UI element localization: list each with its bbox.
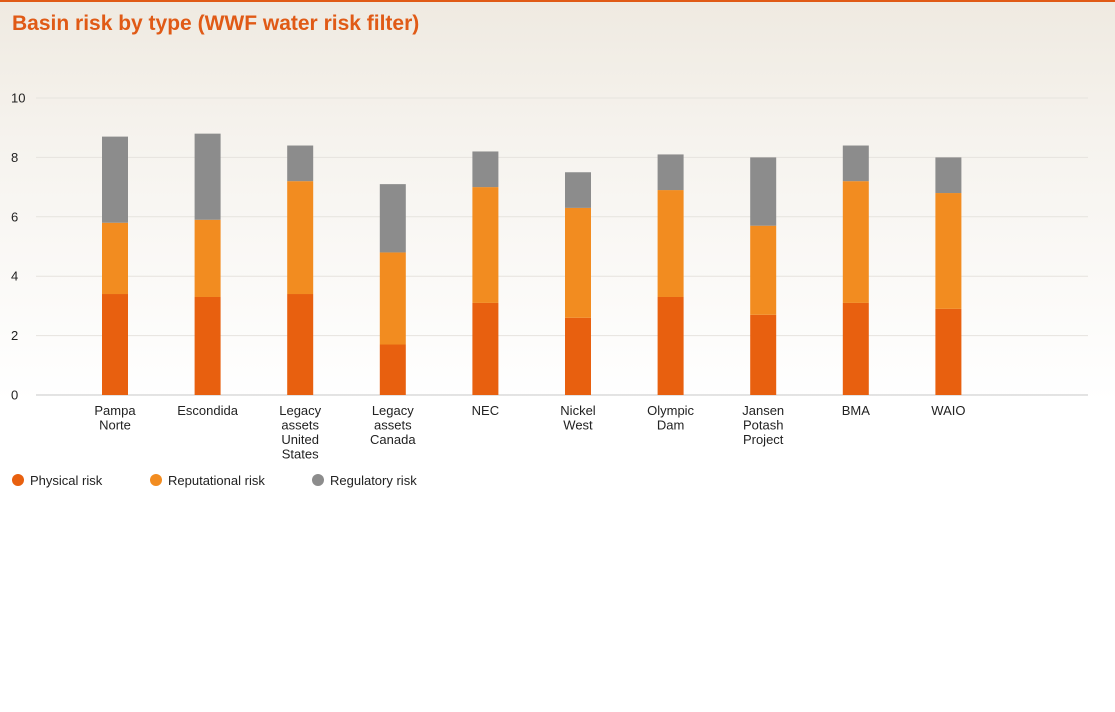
bar-segment-physical-risk	[379, 344, 406, 395]
y-tick-label: 8	[11, 150, 18, 165]
bar-segment-regulatory-risk	[194, 133, 221, 220]
bar-segment-regulatory-risk	[657, 154, 684, 191]
x-tick-label-line: NEC	[472, 403, 499, 418]
x-tick-label-line: assets	[374, 418, 412, 433]
x-tick-label-line: Potash	[743, 418, 783, 433]
bar-segment-physical-risk	[842, 302, 869, 395]
bar-segment-physical-risk	[102, 294, 128, 395]
bar-segment-regulatory-risk	[102, 136, 128, 223]
bar-segment-regulatory-risk	[287, 145, 314, 182]
bar-segment-reputational-risk	[194, 219, 221, 297]
x-tick-label-line: Dam	[657, 418, 684, 433]
legend-swatch	[312, 474, 324, 486]
bar-segment-reputational-risk	[935, 193, 962, 309]
x-tick-label: Legacy assets Canada	[370, 403, 416, 447]
legend-item: Physical risk	[12, 471, 102, 489]
x-tick-label-line: Olympic	[647, 403, 694, 418]
gridlines	[36, 97, 1088, 396]
y-axis-ticks: 0 2 4 6 8 10	[11, 91, 25, 403]
bar-segment-reputational-risk	[287, 181, 314, 295]
x-tick-label-line: WAIO	[931, 403, 965, 418]
bar-segment-reputational-risk	[379, 252, 406, 345]
x-tick-label: BMA	[842, 403, 871, 418]
x-tick-label: NEC	[472, 403, 499, 418]
x-tick-label-line: Canada	[370, 432, 416, 447]
x-tick-label: Legacy assets United States	[279, 403, 321, 462]
x-tick-label: Jansen Potash Project	[742, 403, 784, 447]
x-tick-label-line: BMA	[842, 403, 871, 418]
legend-label: Physical risk	[30, 472, 103, 488]
x-tick-label-line: Norte	[99, 418, 131, 433]
bar-segment-reputational-risk	[842, 181, 869, 303]
x-tick-label-line: Pampa	[94, 403, 136, 418]
x-tick-label-line: Nickel	[560, 403, 596, 418]
x-tick-label-line: Legacy	[279, 403, 321, 418]
x-tick-label-line: assets	[281, 418, 319, 433]
y-tick-label: 2	[11, 328, 18, 343]
bar-segment-physical-risk	[657, 296, 684, 395]
bar-segment-regulatory-risk	[379, 184, 406, 253]
legend-label: Reputational risk	[168, 472, 265, 488]
bar-segment-reputational-risk	[565, 207, 591, 318]
y-tick-label: 4	[11, 269, 18, 284]
bar-segment-physical-risk	[565, 317, 591, 395]
bars	[102, 133, 962, 395]
bar-segment-regulatory-risk	[842, 145, 869, 182]
legend-item: Reputational risk	[150, 471, 265, 489]
x-tick-label-line: West	[563, 418, 593, 433]
x-tick-label: Escondida	[177, 403, 238, 418]
x-tick-label-line: States	[282, 447, 319, 462]
x-tick-label-line: Escondida	[177, 403, 238, 418]
bar-segment-physical-risk	[472, 302, 499, 395]
bar-segment-reputational-risk	[102, 222, 128, 295]
y-tick-label: 10	[11, 91, 25, 106]
bar-segment-physical-risk	[750, 314, 777, 395]
x-tick-label: Nickel West	[560, 403, 596, 433]
bar-segment-reputational-risk	[657, 190, 684, 297]
bar-segment-reputational-risk	[472, 187, 499, 303]
bar-segment-regulatory-risk	[472, 151, 499, 188]
bar-segment-regulatory-risk	[750, 157, 777, 226]
bar-segment-physical-risk	[194, 296, 221, 395]
legend-swatch	[12, 474, 24, 486]
bar-segment-physical-risk	[287, 294, 314, 395]
x-tick-label: Pampa Norte	[94, 403, 136, 433]
legend-item: Regulatory risk	[312, 471, 417, 489]
legend-label: Regulatory risk	[330, 472, 417, 488]
x-tick-label-line: Legacy	[372, 403, 414, 418]
bar-segment-regulatory-risk	[935, 157, 962, 194]
x-tick-label: Olympic Dam	[647, 403, 694, 433]
chart-title: Basin risk by type (WWF water risk filte…	[12, 12, 420, 35]
bar-segment-regulatory-risk	[565, 172, 591, 208]
legend-swatch	[150, 474, 162, 486]
bar-segment-reputational-risk	[750, 225, 777, 315]
legend: Physical risk Reputational risk Regulatory…	[12, 471, 712, 489]
x-tick-label-line: Project	[743, 432, 784, 447]
x-tick-label: WAIO	[931, 403, 965, 418]
bar-segment-physical-risk	[935, 308, 962, 395]
top-accent-rule	[0, 0, 1115, 2]
x-tick-label-line: United	[281, 432, 319, 447]
x-tick-label-line: Jansen	[742, 403, 784, 418]
y-tick-label: 6	[11, 209, 18, 224]
y-tick-label: 0	[11, 388, 18, 403]
